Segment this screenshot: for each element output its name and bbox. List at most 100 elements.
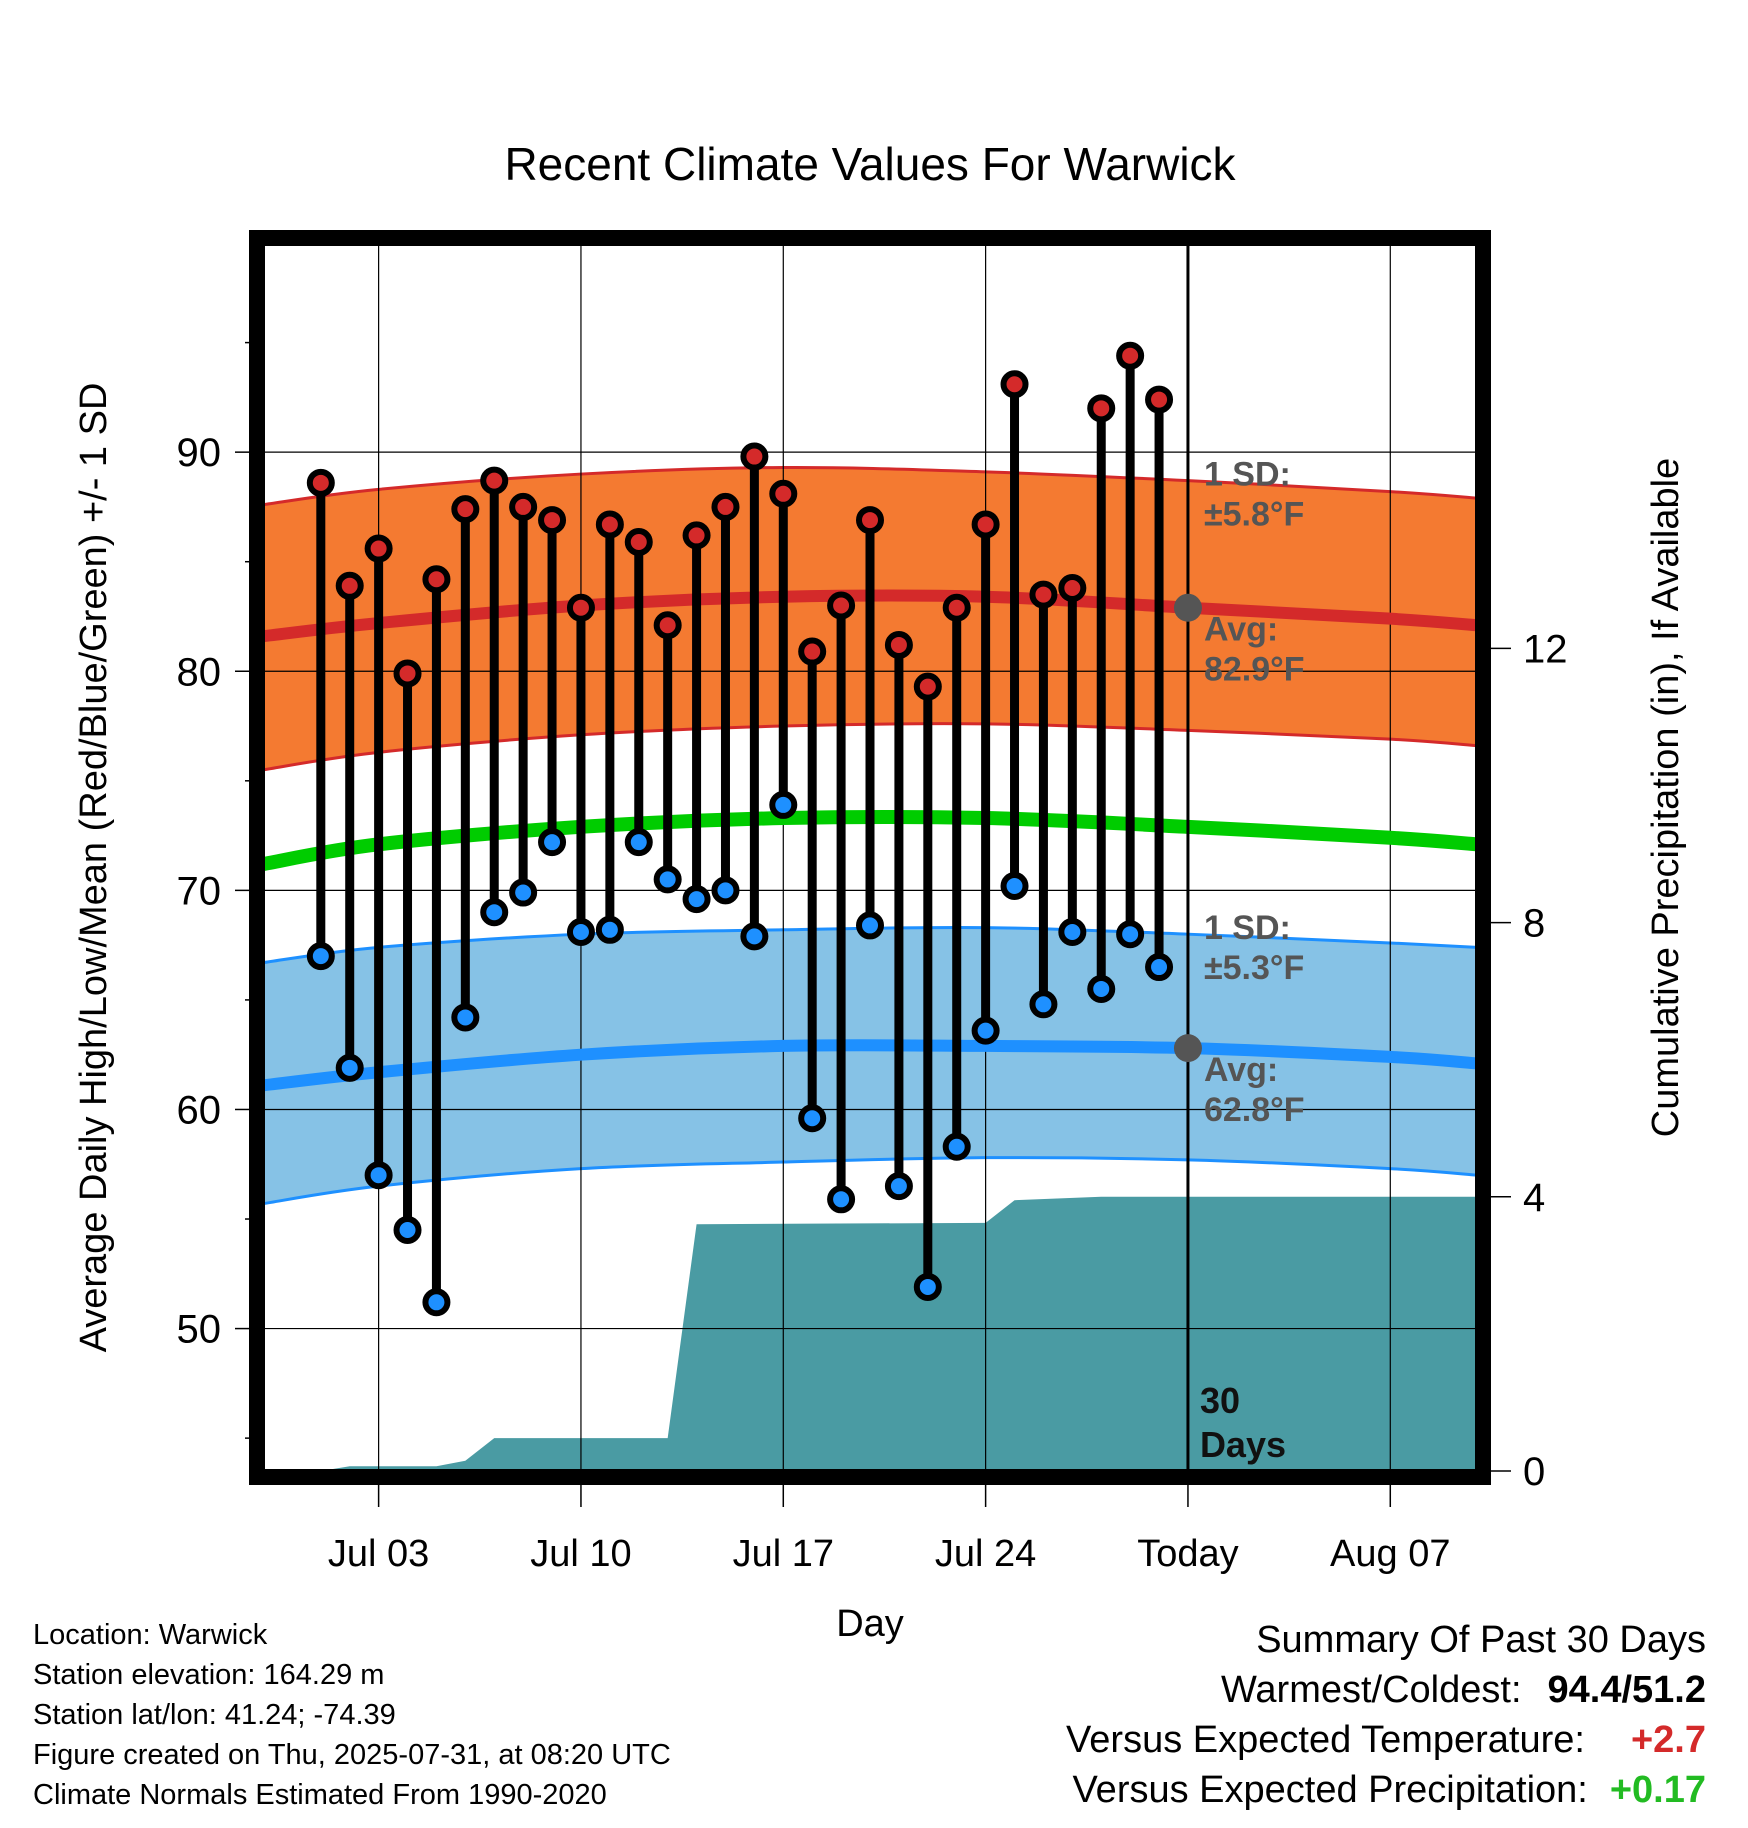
y2-tick-label: 12 — [1523, 627, 1568, 671]
daily-high-point — [480, 466, 509, 495]
daily-low-point — [942, 1132, 971, 1161]
daily-low-point — [1000, 871, 1029, 900]
temp-value: +2.7 — [1630, 1719, 1706, 1761]
summary-temp-row: Versus Expected Temperature: +2.7 — [1066, 1715, 1706, 1765]
y-tick-label: 60 — [177, 1088, 222, 1132]
high-sd-upper-line — [263, 465, 1477, 507]
daily-high-point — [624, 527, 653, 556]
low-sd-annotation-line1: 1 SD: — [1204, 909, 1291, 947]
daily-low-point — [1029, 990, 1058, 1019]
window-label-line1: 30 — [1200, 1380, 1240, 1421]
daily-low-point — [538, 828, 567, 857]
daily-high-point — [306, 468, 335, 497]
high-avg-line — [263, 589, 1477, 643]
daily-low-point — [1087, 974, 1116, 1003]
plot-frame — [249, 230, 1491, 1485]
daily-high-point — [595, 510, 624, 539]
daily-high-point — [827, 591, 856, 620]
daily-low-point — [711, 876, 740, 905]
x-tick-label: Aug 07 — [1330, 1533, 1450, 1575]
high-avg-annotation-line1: Avg: — [1204, 611, 1278, 649]
precip-label: Versus Expected Precipitation: — [1072, 1769, 1588, 1811]
low-sd-annotation-line2: ±5.3°F — [1204, 949, 1304, 987]
daily-low-point — [422, 1288, 451, 1317]
daily-high-point — [682, 521, 711, 550]
low-avg-annotation: Avg: 62.8°F — [1204, 1051, 1305, 1129]
daily-low-point — [364, 1161, 393, 1190]
daily-high-point — [1145, 385, 1174, 414]
y-tick-label: 90 — [177, 431, 222, 475]
daily-low-point — [393, 1215, 422, 1244]
daily-low-point — [335, 1053, 364, 1082]
created-text: Figure created on Thu, 2025-07-31, at 08… — [33, 1739, 671, 1771]
daily-high-point — [509, 492, 538, 521]
daily-low-point — [827, 1185, 856, 1214]
daily-high-point — [451, 495, 480, 524]
y-tick-label: 70 — [177, 869, 222, 913]
daily-high-point — [422, 565, 451, 594]
daily-high-point — [856, 506, 884, 535]
daily-high-point — [1000, 370, 1029, 399]
daily-high-point — [653, 611, 682, 640]
daily-low-point — [884, 1172, 913, 1201]
daily-low-point — [913, 1272, 942, 1301]
precip-value: +0.17 — [1609, 1769, 1706, 1811]
chart-title: Recent Climate Values For Warwick — [504, 138, 1236, 190]
summary-precip-row: Versus Expected Precipitation: +0.17 — [1066, 1765, 1706, 1815]
high-avg-annotation: Avg: 82.9°F — [1204, 611, 1305, 689]
daily-high-point — [1116, 341, 1145, 370]
daily-low-point — [451, 1003, 480, 1032]
y-axis-label: Average Daily High/Low/Mean (Red/Blue/Gr… — [73, 383, 115, 1353]
daily-low-point — [509, 878, 538, 907]
daily-high-point — [566, 593, 595, 622]
high-sd-annotation-line1: 1 SD: — [1204, 456, 1291, 494]
daily-high-point — [1087, 394, 1116, 423]
low-sd-band — [263, 927, 1477, 1204]
daily-low-point — [1116, 920, 1145, 949]
daily-low-point — [856, 911, 884, 940]
daily-low-point — [624, 828, 653, 857]
daily-high-point — [393, 659, 422, 688]
x-tick-label: Jul 03 — [328, 1533, 429, 1575]
daily-high-point — [711, 492, 740, 521]
window-label-line2: Days — [1200, 1424, 1286, 1465]
warm-label: Warmest/Coldest: — [1220, 1669, 1522, 1711]
daily-low-point — [566, 917, 595, 946]
today-high-avg-marker — [1173, 593, 1202, 622]
y2-tick-label: 4 — [1523, 1176, 1545, 1220]
daily-low-point — [480, 898, 509, 927]
low-avg-annotation-line1: Avg: — [1204, 1051, 1278, 1089]
y2-tick-label: 8 — [1523, 902, 1545, 946]
daily-low-point — [971, 1016, 1000, 1045]
daily-high-point — [538, 506, 567, 535]
y-tick-label: 80 — [177, 650, 222, 694]
daily-high-point — [740, 442, 769, 471]
daily-low-point — [1058, 917, 1087, 946]
precipitation-area — [263, 1196, 1477, 1471]
x-tick-label: Jul 24 — [935, 1533, 1036, 1575]
daily-high-point — [913, 672, 942, 701]
summary-title: Summary Of Past 30 Days — [1256, 1619, 1706, 1661]
daily-high-point — [1058, 573, 1087, 602]
daily-high-point — [769, 479, 798, 508]
daily-low-point — [682, 885, 711, 914]
daily-low-point — [798, 1104, 827, 1133]
daily-high-point — [971, 510, 1000, 539]
daily-high-point — [942, 593, 971, 622]
x-tick-label: Today — [1137, 1533, 1238, 1575]
x-tick-label: Jul 10 — [530, 1533, 631, 1575]
daily-low-point — [595, 915, 624, 944]
daily-high-point — [1029, 580, 1058, 609]
warm-value: 94.4/51.2 — [1547, 1669, 1706, 1711]
daily-high-point — [884, 630, 913, 659]
window-label: 30 Days — [1200, 1380, 1286, 1465]
daily-low-point — [306, 942, 335, 971]
summary-panel: Summary Of Past 30 Days Warmest/Coldest:… — [1066, 1615, 1706, 1815]
y2-tick-label: 0 — [1523, 1450, 1545, 1494]
daily-low-point — [740, 922, 769, 951]
high-sd-lower-line — [263, 722, 1477, 772]
temp-label: Versus Expected Temperature: — [1066, 1719, 1585, 1761]
high-avg-annotation-line2: 82.9°F — [1204, 651, 1305, 689]
